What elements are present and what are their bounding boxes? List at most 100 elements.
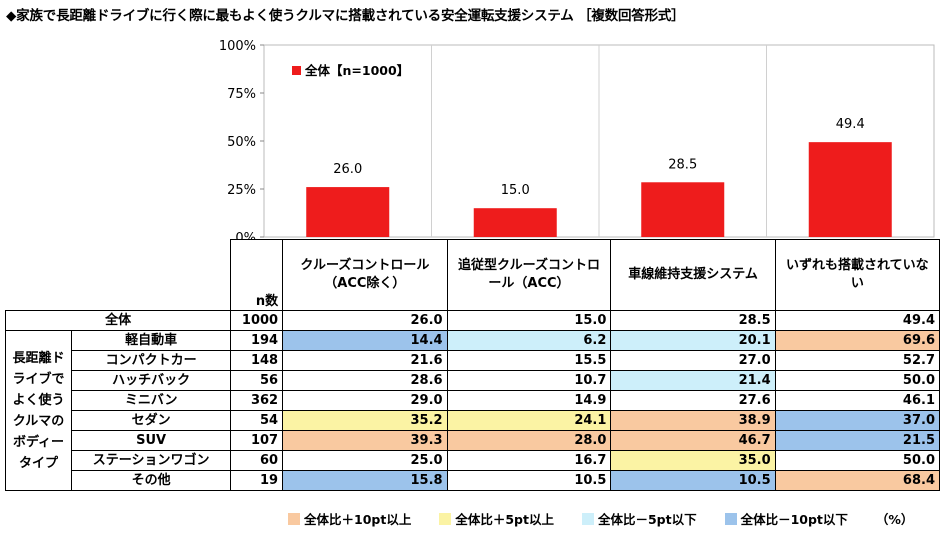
value-cell: 39.3 (282, 430, 448, 451)
legend-swatch (724, 513, 737, 525)
group-label: 長距離ドライブでよく使うクルマのボディータイプ (4, 330, 73, 491)
row-label: コンパクトカー (71, 350, 232, 371)
table-row: 長距離ドライブでよく使うクルマのボディータイプ 軽自動車 194 14.4 6.2 20.… (4, 330, 940, 491)
legend-item: 全体比＋10pt以上 (288, 509, 411, 528)
unit-label: （%） (875, 512, 914, 527)
value-cell: 15.5 (446, 350, 612, 371)
n-cell: 148 (230, 350, 284, 371)
table-row: コンパクトカー 148 21.6 15.5 27.0 52.7 (6, 350, 940, 371)
bar (473, 208, 557, 237)
value-cell: 21.4 (610, 370, 776, 391)
table-header-row: n数 クルーズコントロール（ACC除く） 追従型クルーズコントロール（ACC） … (5, 239, 940, 311)
bar (641, 182, 725, 237)
row-label: 軽自動車 (71, 330, 232, 351)
bar (306, 187, 390, 237)
legend-swatch (292, 66, 301, 75)
value-cell: 25.0 (282, 450, 448, 471)
value-cell: 49.4 (774, 310, 940, 331)
n-cell: 1000 (230, 310, 284, 331)
header-blank (5, 239, 232, 311)
y-tick-label: 25% (227, 183, 256, 198)
column-header: 車線維持支援システム (610, 239, 776, 311)
chart-title: ◆家族で長距離ドライブに行く際に最もよく使うクルマに搭載されている安全運転支援シ… (6, 8, 685, 24)
legend-label: 全体比＋10pt以上 (304, 512, 412, 527)
value-cell: 50.0 (774, 450, 940, 471)
n-cell: 60 (230, 450, 284, 471)
value-cell: 10.5 (610, 470, 776, 491)
value-cell: 15.0 (446, 310, 612, 331)
data-label: 49.4 (836, 117, 865, 132)
row-label: ステーションワゴン (71, 450, 232, 471)
legend-item: 全体比＋5pt以上 (439, 509, 554, 528)
row-label: SUV (71, 430, 232, 451)
y-tick-label: 50% (227, 135, 256, 150)
value-cell: 68.4 (774, 470, 940, 491)
value-cell: 35.2 (282, 410, 448, 431)
value-cell: 20.1 (610, 330, 776, 351)
row-label: ミニバン (71, 390, 232, 411)
legend-label: 全体比＋5pt以上 (455, 512, 554, 527)
y-tick-label: 75% (227, 87, 256, 102)
table-row: SUV 107 39.3 28.0 46.7 21.5 (6, 430, 940, 451)
value-cell: 26.0 (282, 310, 448, 331)
table-row: セダン 54 35.2 24.1 38.9 37.0 (6, 410, 940, 431)
value-cell: 29.0 (282, 390, 448, 411)
value-cell: 50.0 (774, 370, 940, 391)
value-cell: 46.7 (610, 430, 776, 451)
bar (808, 142, 892, 237)
value-cell: 14.4 (282, 330, 448, 351)
row-label: その他 (71, 470, 232, 491)
value-cell: 46.1 (774, 390, 940, 411)
row-label: 全体 (4, 310, 232, 331)
value-cell: 28.6 (282, 370, 448, 391)
legend-label: 全体【n=1000】 (304, 63, 409, 78)
data-label: 26.0 (333, 162, 362, 177)
data-label: 28.5 (668, 157, 697, 172)
n-cell: 362 (230, 390, 284, 411)
legend-label: 全体比－5pt以下 (597, 512, 697, 527)
value-cell: 10.5 (446, 470, 612, 491)
table-row-total: 全体 1000 26.0 15.0 28.5 49.4 (4, 310, 940, 331)
n-cell: 54 (230, 410, 284, 431)
row-label: セダン (71, 410, 232, 431)
value-cell: 10.7 (446, 370, 612, 391)
value-cell: 15.8 (282, 470, 448, 491)
value-cell: 28.5 (610, 310, 776, 331)
results-table: n数 クルーズコントロール（ACC除く） 追従型クルーズコントロール（ACC） … (4, 239, 940, 491)
value-cell: 52.7 (774, 350, 940, 371)
value-cell: 24.1 (446, 410, 612, 431)
row-label: ハッチバック (71, 370, 232, 391)
table-row: その他 19 15.8 10.5 10.5 68.4 (6, 470, 940, 491)
column-header: クルーズコントロール（ACC除く） (282, 239, 448, 311)
legend-item: 全体比－10pt以下 (724, 509, 848, 528)
n-header: n数 (230, 239, 284, 311)
value-cell: 6.2 (446, 330, 612, 351)
bar-chart: 0% 25% 50% 75% 100% 26.0 15.0 28.5 49.4 全体【n=1000… (219, 39, 935, 240)
legend-swatch (581, 513, 594, 525)
table-row: ミニバン 362 29.0 14.9 27.6 46.1 (6, 390, 940, 411)
n-cell: 56 (230, 370, 284, 391)
column-header: いずれも搭載されていない (774, 239, 940, 311)
value-cell: 37.0 (774, 410, 940, 431)
value-cell: 16.7 (446, 450, 612, 471)
data-label: 15.0 (501, 183, 530, 198)
legend-swatch (439, 513, 452, 525)
legend-label: 全体比－10pt以下 (740, 512, 848, 527)
value-cell: 21.5 (774, 430, 940, 451)
value-cell: 28.0 (446, 430, 612, 451)
legend-swatch (288, 513, 300, 525)
color-legend: 全体比＋10pt以上 全体比＋5pt以上 全体比－5pt以下 全体比－10pt以下 （%… (288, 509, 913, 528)
y-tick-label: 100% (219, 39, 256, 54)
column-header: 追従型クルーズコントロール（ACC） (446, 239, 612, 311)
legend-item: 全体比－5pt以下 (581, 509, 697, 528)
value-cell: 27.6 (610, 390, 776, 411)
value-cell: 35.0 (610, 450, 776, 471)
n-cell: 107 (230, 430, 284, 451)
value-cell: 14.9 (446, 390, 612, 411)
n-cell: 194 (230, 330, 284, 351)
table-row: ステーションワゴン 60 25.0 16.7 35.0 50.0 (6, 450, 940, 471)
value-cell: 27.0 (610, 350, 776, 371)
value-cell: 69.6 (774, 330, 940, 351)
n-cell: 19 (230, 470, 284, 491)
table-row: ハッチバック 56 28.6 10.7 21.4 50.0 (6, 370, 940, 391)
